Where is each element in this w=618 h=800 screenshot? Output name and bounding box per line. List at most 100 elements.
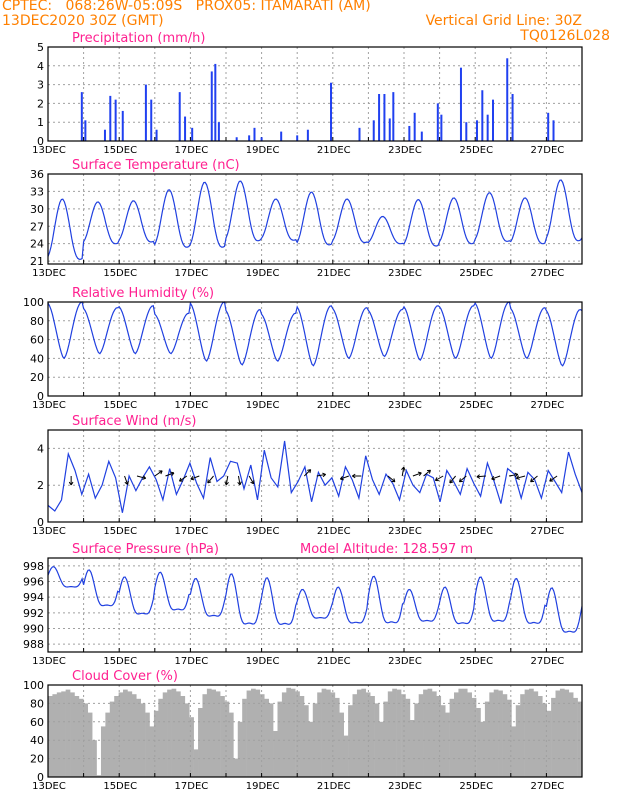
y-tick-label: 100	[23, 679, 44, 692]
wind-vector	[136, 475, 147, 480]
x-tick-label: 19DEC	[246, 526, 280, 537]
y-tick-label: 80	[30, 697, 44, 710]
precip-bar	[413, 112, 416, 141]
wind-vector	[154, 470, 163, 477]
cloud-bar	[78, 698, 84, 777]
precip-bar	[547, 112, 550, 141]
cloud-bar	[61, 691, 66, 777]
precip-bar	[475, 120, 478, 141]
cloud-bar	[383, 701, 389, 777]
cloud-bar	[193, 749, 199, 777]
cloud-bar	[365, 692, 371, 777]
precip-bar	[440, 114, 443, 141]
cloud-bar	[198, 708, 203, 777]
cloud-bar	[264, 698, 269, 777]
precip-bar	[184, 116, 187, 141]
wind-vector-head	[530, 478, 533, 482]
x-tick-label: 19DEC	[246, 145, 280, 156]
x-tick-label: 25DEC	[459, 268, 493, 279]
cloud-bar	[153, 710, 159, 777]
wind-vector-head	[401, 466, 405, 471]
cloud-bar	[374, 703, 380, 777]
cloud-bar	[184, 703, 190, 777]
precip-bar	[420, 131, 423, 141]
cloud-bar	[52, 694, 58, 777]
precip-bar	[214, 63, 217, 141]
panel-frame	[47, 557, 583, 653]
wind-vector-head	[428, 470, 431, 474]
wind-vector-shaft	[423, 469, 431, 477]
cloud-bar	[215, 691, 221, 777]
wind-vector-head	[307, 469, 311, 471]
precip-bar	[306, 129, 309, 141]
wind-vector	[248, 475, 255, 485]
cloud-bar	[189, 717, 194, 777]
cloud-bar	[224, 701, 230, 777]
y-tick-label: 40	[30, 352, 44, 365]
precip-bar	[155, 129, 158, 141]
cloud-bar	[414, 703, 420, 777]
wind-vector	[207, 475, 214, 484]
wind-vector-head	[491, 476, 495, 480]
cloud-bar	[506, 699, 512, 777]
y-tick-label: 33	[30, 185, 44, 198]
cloud-bar	[290, 688, 296, 777]
x-tick-label: 27DEC	[531, 400, 565, 411]
x-tick-label: 13DEC	[32, 145, 66, 156]
cloud-bar	[96, 775, 102, 777]
cloud-bar	[529, 688, 534, 777]
wind-vector-shaft	[316, 473, 326, 477]
wind-vector-head	[68, 481, 72, 486]
precip-bar	[511, 94, 514, 141]
wind-vector-head	[340, 478, 344, 481]
cloud-bar	[136, 698, 141, 777]
y-tick-label: 2	[37, 479, 44, 492]
wind-vector-head	[171, 472, 175, 476]
y-tick-label: 20	[30, 371, 44, 384]
precip-bar	[150, 99, 153, 141]
wind-vector	[412, 471, 422, 477]
cloud-bar	[149, 726, 155, 777]
cloud-bar	[228, 712, 234, 777]
cloud-bar	[524, 689, 530, 777]
wind-vector	[237, 475, 242, 486]
cloud-bar	[167, 689, 172, 777]
temperature-panel: 21 24 27 30 33 36 13DEC 15DEC 17DEC 19DEC 21DEC 23D…	[30, 158, 583, 279]
cloud-bar	[70, 692, 75, 777]
wind-vector	[303, 469, 312, 477]
cloud-bar	[409, 720, 415, 777]
precip-bar	[103, 129, 106, 141]
wind-vector-head	[239, 481, 242, 486]
cloud-bar	[436, 696, 442, 777]
y-tick-label: 60	[30, 716, 44, 729]
cloud-bar	[454, 692, 459, 777]
cloud-bar	[467, 692, 472, 777]
precip-bar	[280, 131, 283, 141]
precip-bar	[372, 120, 375, 141]
cloud-bar	[246, 690, 252, 777]
wind-vector	[352, 473, 362, 479]
y-tick-label: 998	[23, 560, 44, 573]
wind-vector	[476, 474, 486, 479]
x-tick-label: 25DEC	[459, 145, 493, 156]
cloud-bar	[202, 694, 208, 777]
wind-vector-head	[179, 477, 182, 482]
cloud-bar	[396, 689, 402, 777]
wind-vector-head	[309, 469, 312, 474]
panel-frame	[47, 684, 583, 778]
x-tick-label: 23DEC	[388, 526, 422, 537]
cloud-bar	[259, 694, 265, 777]
wind-vector	[124, 475, 129, 485]
wind-vector-head	[124, 481, 128, 485]
cloud-bar	[251, 688, 256, 777]
precip-bar	[121, 110, 124, 141]
x-tick-label: 19DEC	[246, 781, 280, 792]
x-tick-label: 25DEC	[459, 781, 493, 792]
wind-vector-shaft	[207, 475, 214, 484]
cloud-bar	[348, 705, 353, 777]
cloud-bar	[370, 696, 375, 777]
x-tick-label: 15DEC	[103, 145, 137, 156]
x-tick-label: 21DEC	[317, 656, 351, 667]
wind-vector-shaft	[136, 475, 146, 479]
precip-bar	[191, 127, 194, 141]
